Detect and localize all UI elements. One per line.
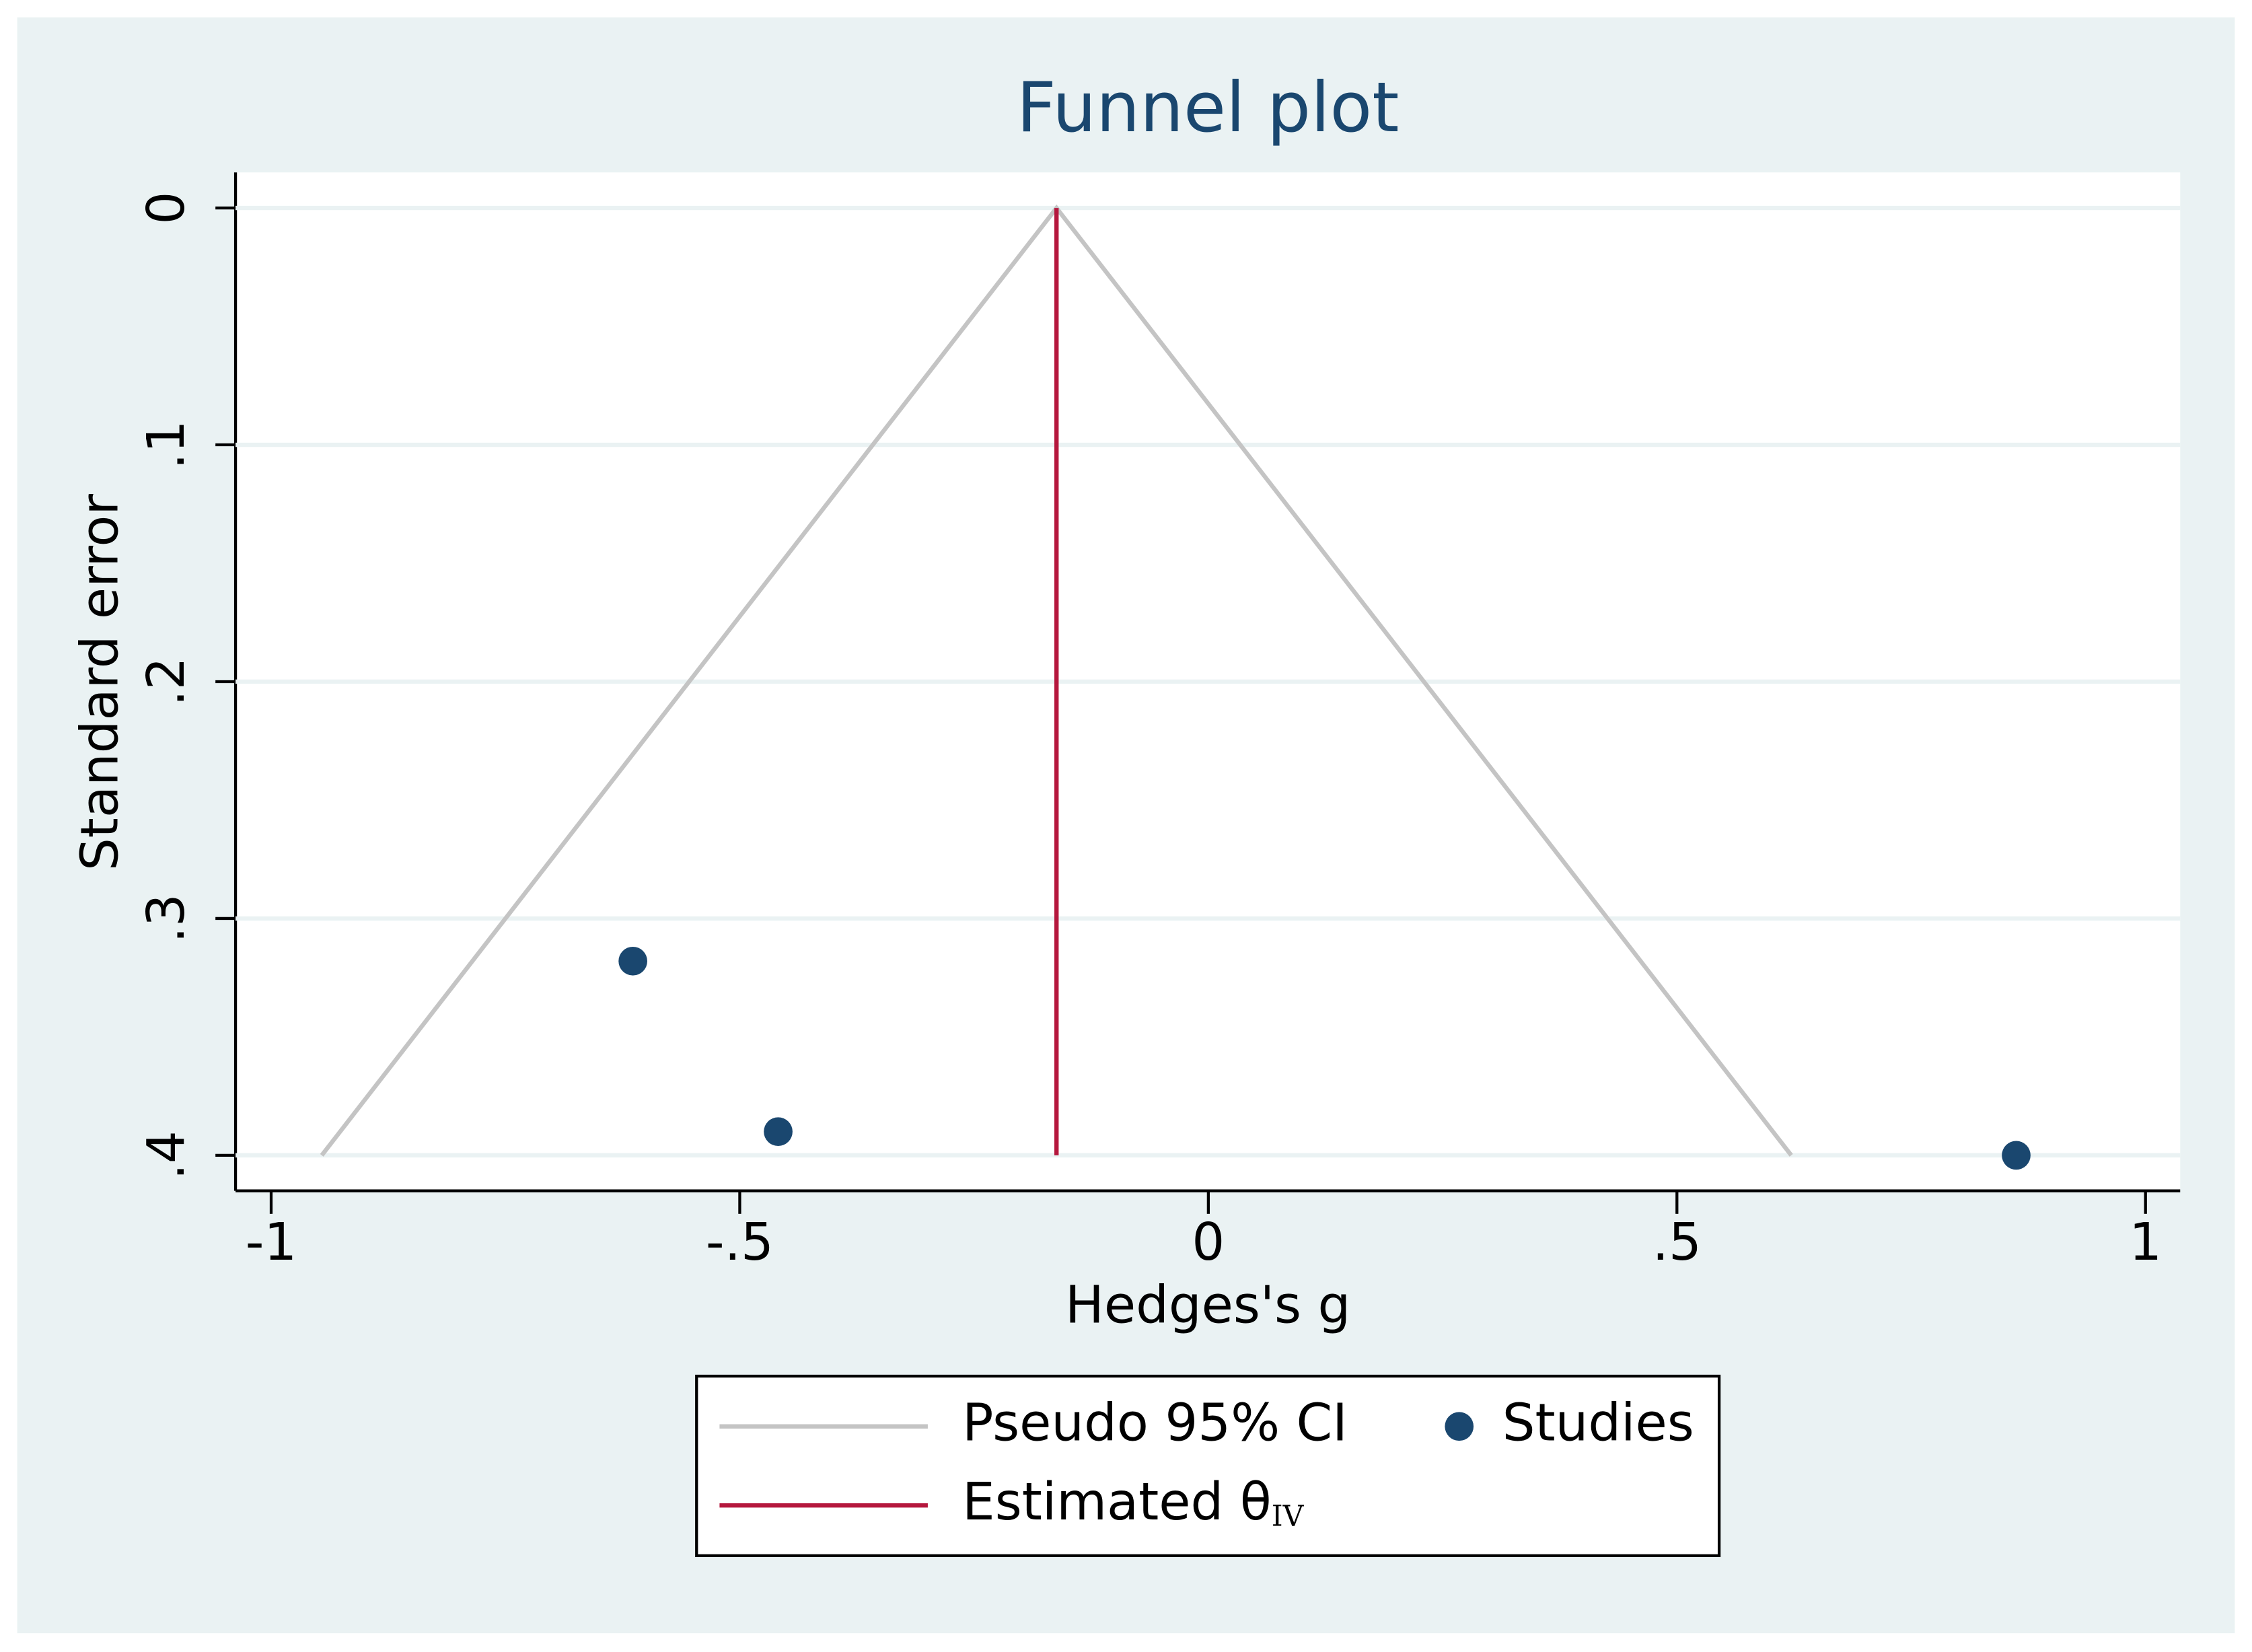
y-tick-label: .2	[137, 657, 196, 706]
legend-box	[695, 1374, 1721, 1557]
chart-title: Funnel plot	[1017, 68, 1399, 148]
y-axis-label: Standard error	[71, 494, 131, 871]
x-axis-label: Hedges's g	[1065, 1276, 1350, 1336]
study-point	[2002, 1141, 2031, 1170]
legend-label: Pseudo 95% CI	[962, 1394, 1348, 1453]
legend-label: Studies	[1502, 1394, 1694, 1453]
x-tick-label: 0	[1192, 1213, 1225, 1272]
y-tick-label: .4	[137, 1130, 196, 1180]
x-tick-label: .5	[1652, 1213, 1702, 1272]
x-tick-label: 1	[2129, 1213, 2162, 1272]
legend-label: Estimated θ	[962, 1472, 1272, 1532]
y-tick-label: 0	[137, 192, 196, 225]
x-tick-label: -1	[246, 1213, 297, 1272]
legend-key	[1445, 1412, 1474, 1441]
x-tick-label: -.5	[706, 1213, 774, 1272]
study-point	[764, 1117, 793, 1147]
legend-label-subscript: IV	[1272, 1499, 1305, 1533]
y-tick-label: .1	[137, 420, 196, 469]
y-tick-label: .3	[137, 894, 196, 943]
study-point	[618, 946, 647, 976]
